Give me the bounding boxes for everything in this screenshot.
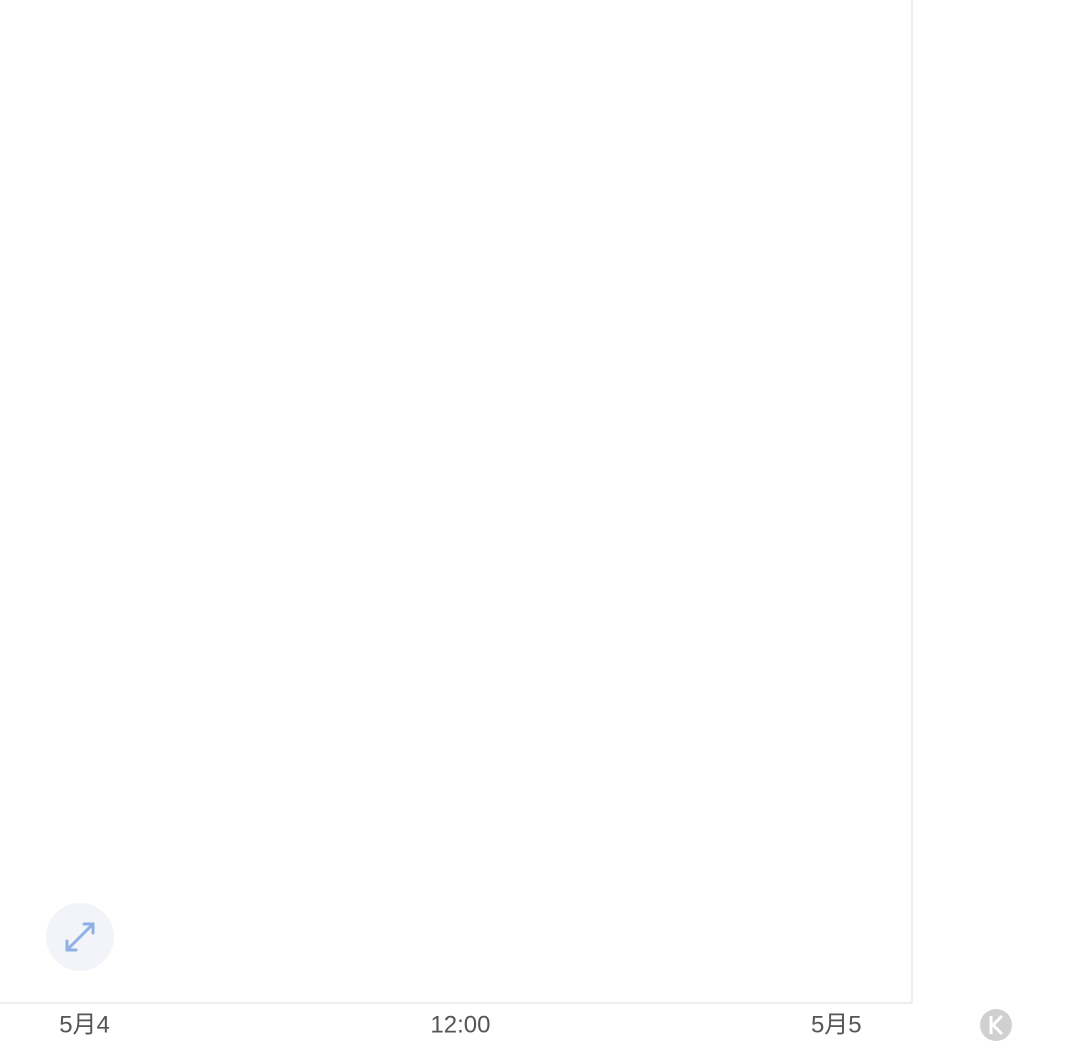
x-tick-label: 5月5 [811,1011,862,1038]
kline-button-bg[interactable] [980,1009,1012,1041]
x-tick-label: 12:00 [430,1011,490,1038]
kline-button[interactable] [980,1009,1012,1041]
kline-icon[interactable] [989,1014,1004,1036]
expand-icon[interactable] [65,922,95,952]
expand-button[interactable] [46,903,114,971]
x-tick-label: 5月4 [59,1011,110,1038]
